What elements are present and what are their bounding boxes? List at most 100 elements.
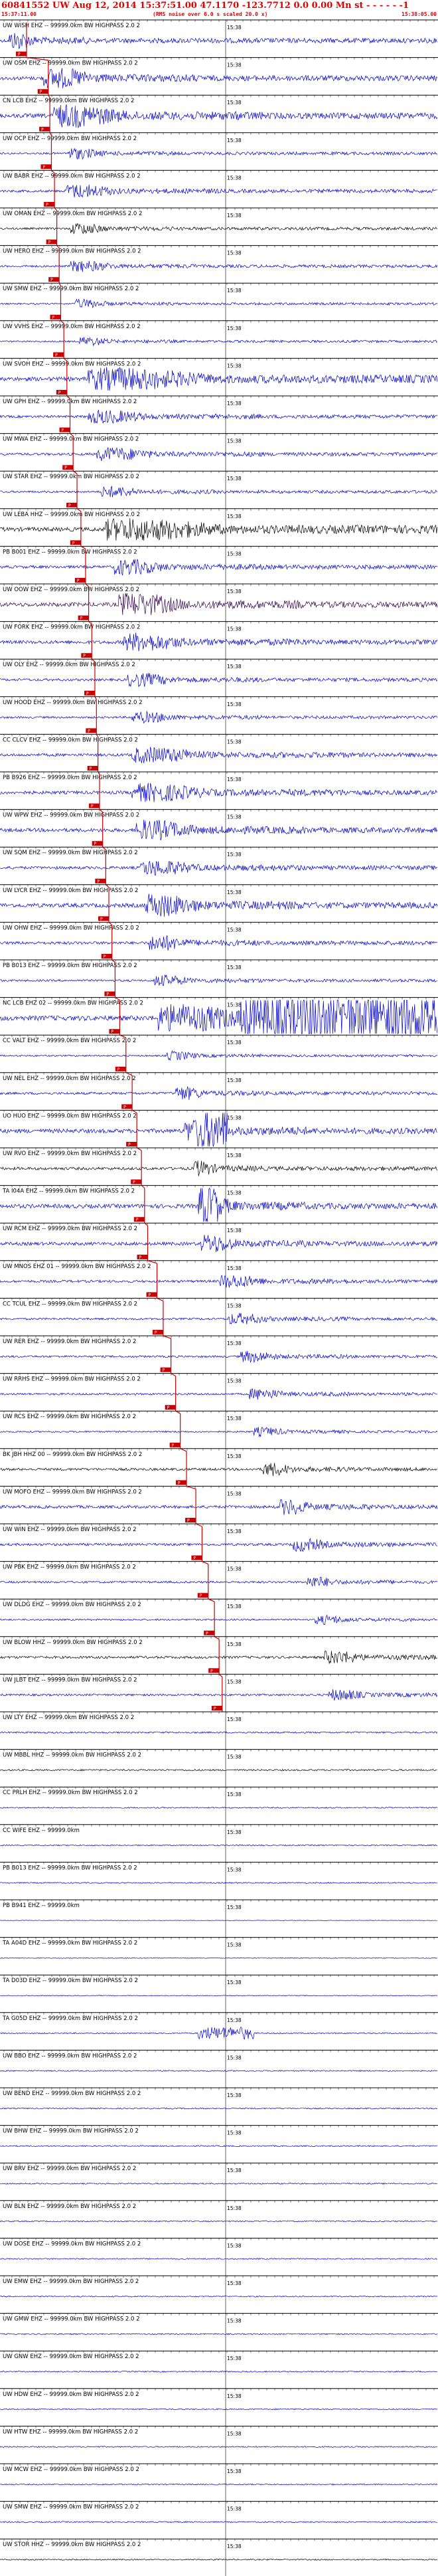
- time-tick-label: 15:38: [227, 1754, 242, 1760]
- time-tick-label: 15:38: [227, 1641, 242, 1647]
- pick-label: P: [172, 1443, 175, 1448]
- station-label: UW LYCR EHZ -- 99999.0km BW HIGHPASS 2.0…: [3, 887, 138, 894]
- pick-marker: [95, 878, 106, 883]
- waveform-trace: [0, 1499, 438, 1515]
- time-tick-label: 15:38: [227, 701, 242, 707]
- station-label: UW STOR HHZ -- 99999.0km BW HIGHPASS 2.0…: [3, 2541, 141, 2548]
- pick-connector: [102, 846, 106, 850]
- time-tick-label: 15:38: [227, 1077, 242, 1083]
- pick-marker: [208, 1668, 220, 1673]
- pick-label: P: [136, 1218, 139, 1222]
- time-tick-label: 15:38: [227, 2318, 242, 2324]
- station-label: UW HOOD EHZ -- 99999.0km BW HIGHPASS 2.0…: [3, 699, 143, 706]
- pick-connector: [115, 997, 120, 1001]
- station-label: UW OHW EHZ -- 99999.0km BW HIGHPASS 2.0 …: [3, 925, 139, 931]
- station-label: UW SMW EHZ -- 99999.0km BW HIGHPASS 2.0 …: [3, 286, 139, 292]
- trace-row: UW SVOH EHZ -- 99999.0km BW HIGHPASS 2.0…: [0, 357, 438, 396]
- waveform-trace: [0, 1920, 437, 1921]
- station-label: UW JLBT EHZ -- 99999.0km BW HIGHPASS 2.0…: [3, 1677, 137, 1683]
- pick-label: P: [55, 353, 58, 357]
- pick-connector: [58, 282, 61, 286]
- station-label: UW BEND EHZ -- 99999.0km BW HIGHPASS 2.0…: [3, 2090, 141, 2097]
- pick-connector: [70, 433, 74, 437]
- trace-row: UW NEL EHZ -- 99999.0km BW HIGHPASS 2.0 …: [0, 1072, 438, 1111]
- time-tick-label: 15:38: [227, 2468, 242, 2474]
- pick-marker: [121, 1104, 133, 1109]
- waveform-trace: [0, 559, 438, 576]
- pick-label: P: [149, 1293, 151, 1297]
- station-label: UW MNOS EHZ 01 -- 99999.0km BW HIGHPASS …: [3, 1263, 151, 1270]
- waveform-trace: [0, 337, 438, 347]
- waveform-trace: [0, 2107, 438, 2110]
- trace-row: UW RRHS EHZ -- 99999.0km BW HIGHPASS 2.0…: [0, 1373, 438, 1412]
- trace-row: TA G05D EHZ -- 99999.0km BW HIGHPASS 2.0…: [0, 2012, 438, 2040]
- time-tick-label: 15:38: [227, 1604, 242, 1610]
- pick-marker: [84, 690, 95, 695]
- time-tick-label: 15:38: [227, 551, 242, 557]
- pick-marker: [46, 239, 57, 244]
- time-tick-label: 15:38: [227, 1265, 242, 1271]
- waveform-trace: [0, 893, 438, 917]
- pick-label: P: [62, 428, 64, 433]
- pick-label: P: [104, 955, 106, 959]
- waveform-trace: [0, 1806, 438, 1809]
- waveform-trace: [0, 593, 438, 615]
- time-tick-label: 15:38: [227, 288, 242, 294]
- time-tick-label: 15:38: [227, 1716, 242, 1722]
- pick-connector: [218, 1673, 223, 1677]
- time-tick-label: 15:38: [227, 2092, 242, 2098]
- waveform-trace: [0, 1388, 438, 1400]
- trace-row: UW GPH EHZ -- 99999.0km BW HIGHPASS 2.0 …: [0, 395, 438, 434]
- station-label: UW BABR EHZ -- 99999.0km BW HIGHPASS 2.0…: [3, 173, 141, 179]
- pick-marker: [152, 1330, 163, 1334]
- pick-connector: [49, 132, 52, 136]
- time-tick-label: 15:38: [227, 1453, 242, 1459]
- pick-connector: [202, 1561, 209, 1565]
- trace-row: PB B926 EHZ -- 99999.0km BW HIGHPASS 2.0…: [0, 771, 438, 810]
- pick-marker: [39, 126, 50, 132]
- pick-connector: [163, 1335, 171, 1339]
- pick-connector: [157, 1297, 164, 1301]
- time-tick-label: 15:38: [227, 2543, 242, 2549]
- station-label: UW BLOW HHZ -- 99999.0km BW HIGHPASS 2.0…: [3, 1639, 143, 1646]
- trace-row: UW OLY EHZ -- 99999.0km BW HIGHPASS 2.0 …: [0, 658, 438, 697]
- pick-connector: [119, 1034, 126, 1038]
- pick-label: P: [88, 729, 90, 733]
- station-label: UW STAR EHZ -- 99999.0km BW HIGHPASS 2.0…: [3, 474, 139, 480]
- station-label: UW RCS EHZ -- 99999.0km BW HIGHPASS 2.0 …: [3, 1414, 136, 1420]
- trace-row: UW BLN EHZ -- 99999.0km BW HIGHPASS 2.0 …: [0, 2200, 438, 2223]
- pick-marker: [211, 1706, 222, 1710]
- waveform-trace: [0, 1844, 437, 1847]
- pick-marker: [66, 502, 78, 507]
- pick-label: P: [210, 1669, 213, 1673]
- station-label: UW WISH EHZ -- 99999.0km BW HIGHPASS 2.0…: [3, 23, 140, 29]
- pick-connector: [51, 169, 55, 173]
- pick-label: P: [42, 165, 45, 169]
- station-label: UW OOW EHZ -- 99999.0km BW HIGHPASS 2.0 …: [3, 587, 139, 593]
- pick-connector: [96, 734, 99, 737]
- trace-row: UW VVHS EHZ -- 99999.0km BW HIGHPASS 2.0…: [0, 320, 438, 359]
- pick-connector: [72, 470, 78, 474]
- trace-row: UW SMW EHZ -- 99999.0km BW HIGHPASS 2.0 …: [0, 2501, 438, 2524]
- time-tick-label: 15:38: [227, 1228, 242, 1234]
- pick-connector: [186, 1485, 196, 1489]
- waveform-trace: [0, 1275, 438, 1288]
- waveform-trace: [0, 1995, 438, 1997]
- pick-connector: [48, 94, 50, 98]
- time-tick-label: 15:38: [227, 325, 242, 331]
- pick-marker: [81, 653, 92, 658]
- waveform-trace: [0, 409, 438, 424]
- time-tick-label: 15:38: [227, 476, 242, 482]
- time-tick-label: 15:38: [227, 1904, 242, 1910]
- pick-marker: [86, 728, 97, 733]
- pick-connector: [195, 1523, 202, 1527]
- waveform-trace: [0, 673, 438, 688]
- station-label: TA A04D EHZ -- 99999.0km BW HIGHPASS 2.0…: [2, 1940, 137, 1947]
- trace-row: UW MNOS EHZ 01 -- 99999.0km BW HIGHPASS …: [0, 1260, 438, 1299]
- pick-connector: [54, 207, 58, 211]
- waveform-trace: [0, 446, 438, 462]
- trace-row: BK JBH HHZ 00 -- 99999.0km BW HIGHPASS 2…: [0, 1448, 438, 1487]
- station-label: UW OSM EHZ -- 99999.0km BW HIGHPASS 2.0 …: [3, 60, 138, 67]
- waveform-trace: [0, 1085, 438, 1100]
